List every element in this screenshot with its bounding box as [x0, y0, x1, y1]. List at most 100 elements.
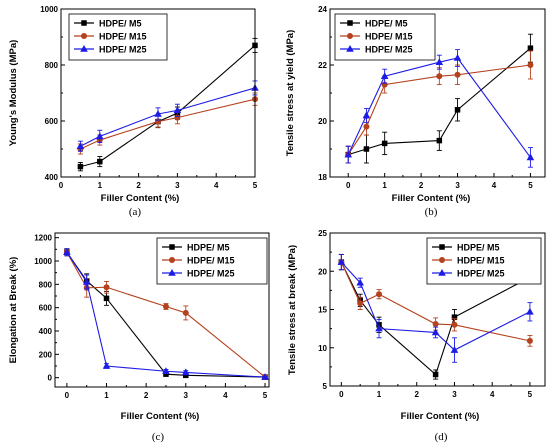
x-tick-label: 0	[346, 181, 351, 190]
y-tick-label: 800	[39, 280, 53, 289]
x-tick-label: 3	[184, 391, 189, 400]
y-tick-label: 400	[45, 173, 59, 182]
x-tick-label: 5	[253, 181, 258, 190]
data-point	[436, 73, 443, 80]
data-point	[77, 163, 84, 170]
data-point	[96, 132, 104, 140]
y-axis-label: Tensile stress at yield (MPa)	[285, 30, 296, 157]
data-point	[431, 328, 440, 336]
x-tick-label: 4	[490, 390, 495, 399]
panel-label: (a)	[129, 206, 142, 218]
y-tick-label: 600	[45, 117, 59, 126]
legend-label: HDPE/ M15	[99, 31, 147, 41]
data-point	[526, 307, 534, 315]
series-3	[76, 80, 259, 152]
x-tick-label: 0	[65, 391, 70, 400]
legend-marker	[346, 45, 354, 52]
y-tick-label: 200	[39, 350, 53, 359]
legend-label: HDPE/ M5	[99, 18, 142, 28]
x-axis-label: Filler Content (%)	[401, 411, 480, 422]
data-point	[344, 150, 353, 158]
panel-label: (d)	[435, 431, 448, 443]
series-2	[77, 92, 258, 155]
x-tick-label: 2	[136, 181, 141, 190]
series-line	[340, 261, 531, 351]
x-axis-label: Filler Content (%)	[101, 193, 180, 204]
x-tick-label: 2	[415, 390, 420, 399]
series-line	[66, 251, 266, 378]
legend-marker	[347, 20, 353, 26]
chart-panel-1: 0 1 2 3 4 5 400 600 800 1000 Filler Content (%) You…	[8, 5, 259, 218]
x-tick-label: 1	[98, 181, 103, 190]
legend-box	[156, 237, 268, 285]
legend-label: HDPE/ M15	[365, 31, 413, 41]
data-point	[97, 158, 103, 165]
y-tick-label: 1000	[40, 5, 58, 14]
x-tick-label: 0	[339, 390, 344, 399]
chart-panel-4: 0 1 2 3 4 5 5 10 15 20 25 Filler Content (%) Tensile…	[287, 229, 546, 443]
legend: HDPE/ M5 HDPE/ M15 HDPE/ M25	[68, 13, 168, 61]
x-axis-label: Filler Content (%)	[392, 193, 471, 204]
data-point	[162, 303, 169, 310]
legend: HDPE/ M5 HDPE/ M15 HDPE/ M25	[426, 237, 542, 285]
data-point	[154, 110, 162, 117]
data-point	[375, 324, 383, 332]
data-point	[362, 111, 371, 119]
legend-label: HDPE/ M5	[365, 18, 408, 28]
data-point	[102, 362, 111, 369]
y-tick-label: 1000	[34, 257, 52, 266]
data-point	[380, 72, 389, 79]
legend-marker	[169, 244, 175, 250]
series-line	[340, 261, 531, 342]
legend-marker	[81, 33, 87, 39]
series-line	[80, 98, 256, 150]
x-tick-label: 1	[377, 390, 382, 399]
series-line	[80, 44, 256, 168]
legend-marker	[169, 257, 175, 263]
data-point	[182, 309, 189, 316]
legend-label: HDPE/ M25	[365, 44, 413, 54]
panel-label: (b)	[425, 206, 438, 218]
legend-marker	[80, 45, 88, 52]
legend-label: HDPE/ M25	[187, 268, 235, 278]
legend-box	[426, 237, 542, 285]
data-point	[432, 321, 439, 328]
x-tick-label: 2	[144, 391, 149, 400]
data-point	[82, 278, 91, 285]
y-tick-label: 15	[318, 306, 327, 315]
data-point	[454, 107, 461, 113]
y-tick-label: 24	[318, 5, 327, 14]
x-tick-label: 5	[528, 181, 533, 190]
data-point	[527, 62, 534, 68]
data-point	[526, 337, 533, 344]
x-tick-label: 3	[455, 181, 460, 190]
x-tick-label: 1	[104, 391, 109, 400]
data-point	[381, 140, 388, 147]
series-line	[347, 64, 531, 155]
data-point	[454, 71, 461, 78]
data-point	[363, 123, 370, 130]
x-tick-label: 5	[263, 391, 268, 400]
data-point	[363, 146, 370, 152]
legend-label: HDPE/ M5	[187, 242, 230, 252]
y-tick-label: 25	[318, 229, 327, 238]
data-point	[451, 321, 458, 328]
x-tick-label: 2	[419, 181, 424, 190]
data-point	[451, 314, 458, 320]
x-tick-label: 5	[528, 390, 533, 399]
y-tick-label: 10	[318, 344, 327, 353]
y-tick-label: 20	[318, 267, 327, 276]
data-point	[76, 142, 85, 149]
chart-panel-2: 0 1 2 3 4 5 18 20 22 24 Filler Content (%) Tensile …	[285, 5, 546, 218]
y-tick-label: 600	[39, 304, 53, 313]
x-tick-label: 4	[214, 181, 219, 190]
x-axis-label: Filler Content (%)	[121, 411, 200, 422]
y-tick-label: 18	[318, 173, 327, 182]
data-point	[356, 278, 364, 286]
legend-label: HDPE/ M25	[99, 44, 147, 54]
legend-marker	[439, 244, 445, 250]
series-3	[337, 253, 534, 363]
series-3	[63, 248, 269, 380]
plot-frame	[54, 232, 270, 388]
y-axis-label: Elongation at Break (%)	[8, 257, 19, 364]
